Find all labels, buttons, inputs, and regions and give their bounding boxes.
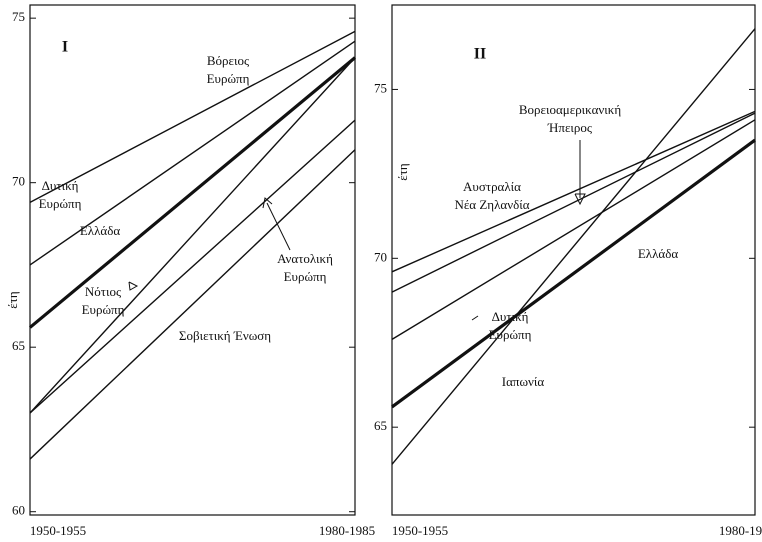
panel-title: I (62, 39, 68, 56)
series-label: Βορειοαμερικανική Ήπειρος (519, 102, 622, 135)
arrow-head (574, 193, 586, 206)
series-label: Ελλάδα (638, 246, 678, 261)
series-line (28, 56, 357, 329)
x-tick-label: 1980-1985 (719, 523, 762, 538)
arrow-head (262, 197, 273, 209)
series-line (29, 30, 356, 204)
series-label: Σοβιετική Ένωση (179, 328, 271, 343)
series-label: Δυτική Ευρώπη (489, 309, 532, 342)
x-tick-label: 1980-1985 (319, 523, 375, 538)
x-tick-label: 1950-1955 (392, 523, 448, 538)
y-tick-label: 70 (374, 249, 387, 264)
arrow-head (128, 281, 139, 291)
arrow (266, 202, 291, 251)
y-tick-label: 60 (12, 503, 25, 518)
y-axis-label: έτη (5, 291, 20, 309)
series-label: Δυτική Ευρώπη (39, 178, 82, 211)
series-label: Ιαπωνία (502, 374, 545, 389)
y-tick-label: 70 (12, 174, 25, 189)
series-label: Νότιος Ευρώπη (82, 284, 125, 317)
series-line (391, 119, 756, 340)
arrow (471, 315, 479, 321)
series-line (29, 119, 356, 414)
series-line (391, 138, 756, 409)
plot-frame (29, 4, 356, 516)
y-tick-label: 65 (374, 418, 387, 433)
plot-frame (391, 4, 756, 516)
y-tick-label: 65 (12, 338, 25, 353)
y-tick-label: 75 (374, 80, 387, 95)
y-axis-label: έτη (395, 163, 410, 181)
x-tick-label: 1950-1955 (30, 523, 86, 538)
series-label: Ελλάδα (80, 223, 120, 238)
series-label: Βόρειος Ευρώπη (207, 53, 250, 86)
series-line (29, 57, 356, 414)
series-label: Ανατολική Ευρώπη (277, 251, 333, 284)
series-line (29, 40, 356, 266)
series-line (391, 28, 756, 465)
series-line (29, 149, 356, 460)
series-line (391, 112, 756, 293)
y-tick-label: 75 (12, 9, 25, 24)
series-label: Αυστραλία Νέα Ζηλανδία (454, 179, 529, 212)
panel-title: II (474, 46, 486, 63)
series-line (391, 110, 756, 273)
